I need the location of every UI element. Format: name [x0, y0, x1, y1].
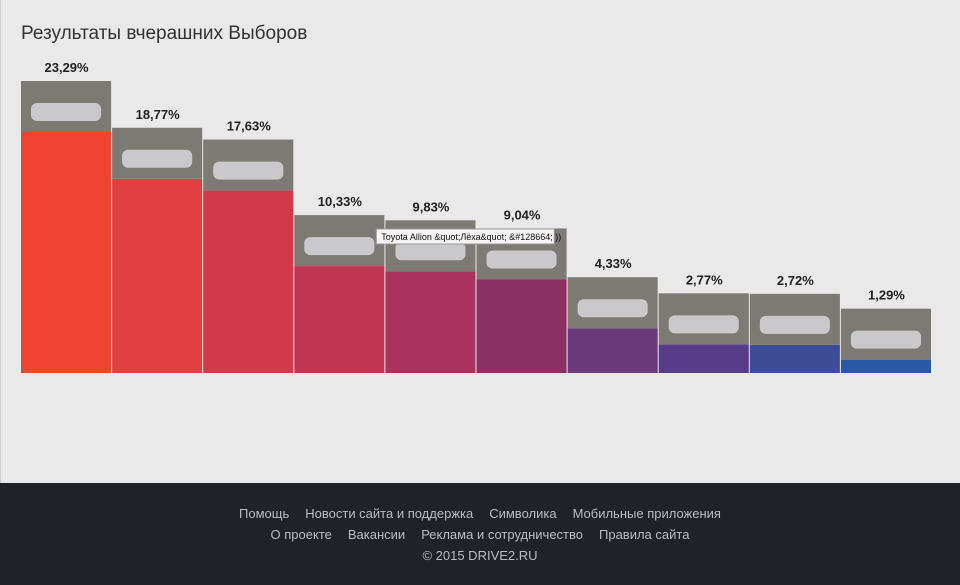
footer-link[interactable]: Новости сайта и поддержка [305, 506, 474, 521]
bar [476, 279, 567, 373]
value-label: 1,29% [868, 288, 905, 303]
photo-detail [486, 250, 557, 269]
photo-detail [213, 161, 284, 180]
bar [385, 271, 476, 373]
photo-detail [31, 103, 102, 121]
bar [749, 344, 840, 373]
chart: Результаты вчерашних Выборов 23,29% 18,77… [21, 23, 931, 373]
footer-link[interactable]: Помощь [239, 506, 290, 521]
value-label: 18,77% [136, 107, 181, 122]
photo-detail [122, 149, 193, 168]
footer-link[interactable]: Символика [489, 506, 557, 521]
footer-row: Помощь Новости сайта и поддержка Символика… [0, 506, 960, 523]
value-label: 4,33% [595, 256, 632, 271]
tooltip-box [375, 228, 555, 245]
photo-detail [759, 315, 830, 334]
value-label: 9,83% [413, 199, 450, 214]
value-label: 2,72% [777, 273, 814, 288]
photo-detail [304, 237, 375, 256]
value-label: 9,04% [504, 207, 541, 222]
tooltip: Toyota Allion &quot;Лёха&quot; &#128664;… [381, 232, 561, 242]
bar [294, 266, 385, 373]
footer-link[interactable]: Вакансии [347, 527, 406, 542]
footer-link[interactable]: Правила сайта [599, 527, 690, 542]
value-label: 2,77% [686, 272, 723, 287]
photo-detail [577, 299, 648, 318]
footer-link[interactable]: Мобильные приложения [572, 506, 721, 521]
value-label: 17,63% [227, 119, 272, 134]
footer-row: © 2015 DRIVE2.RU [0, 548, 960, 565]
photo-detail [668, 315, 739, 334]
footer-row: О проекте Вакансии Реклама и сотрудничеств… [0, 527, 960, 544]
bar [658, 344, 749, 373]
value-label: 10,33% [318, 194, 363, 209]
bar [567, 328, 658, 373]
main: Результаты вчерашних Выборов 23,29% 18,77… [0, 0, 931, 483]
footer-link[interactable]: О проекте [270, 527, 332, 542]
photo-detail [395, 242, 466, 261]
copyright: © 2015 DRIVE2.RU [422, 548, 538, 563]
bar [112, 178, 203, 373]
chart-title: Результаты вчерашних Выборов [21, 23, 307, 44]
footer-link[interactable]: Реклама и сотрудничество [421, 527, 583, 542]
footer: Помощь Новости сайта и поддержка Символика… [0, 483, 960, 585]
photo-detail [850, 330, 921, 349]
bar [203, 190, 294, 373]
bar [840, 359, 931, 373]
bar [21, 132, 112, 373]
value-label: 23,29% [45, 60, 90, 75]
